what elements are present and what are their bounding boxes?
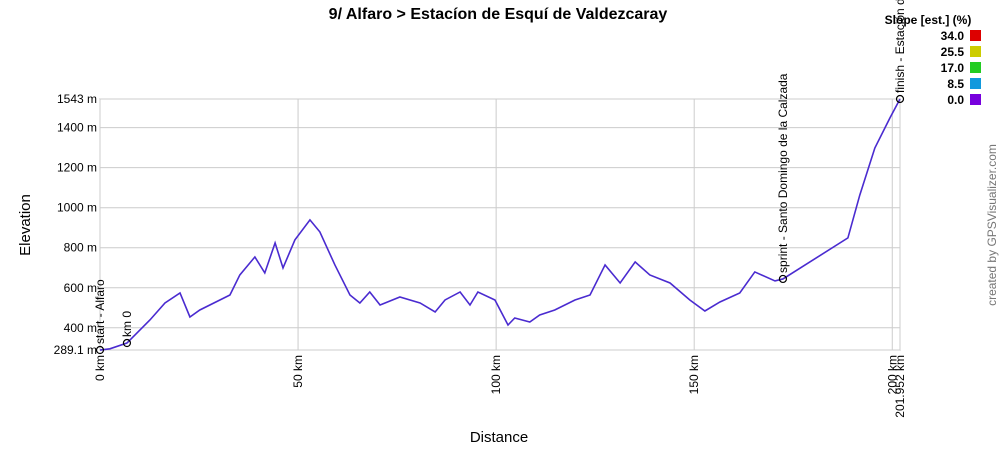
- x-tick-label: 200 km: [885, 355, 899, 394]
- y-tick-label: 800 m: [64, 241, 97, 255]
- legend-swatch: [970, 62, 981, 73]
- chart-title: 9/ Alfaro > Estacíon de Esquí de Valdezc…: [329, 6, 668, 23]
- y-tick-label: 600 m: [64, 281, 97, 295]
- x-tick-label: 100 km: [489, 355, 503, 394]
- legend-swatch: [970, 46, 981, 57]
- legend-swatch: [970, 78, 981, 89]
- waypoint-label: sprint - Santo Domingo de la Calzada: [776, 73, 790, 273]
- legend-swatch: [970, 94, 981, 105]
- elevation-line: [99, 98, 901, 351]
- legend-label: 8.5: [947, 77, 964, 91]
- waypoint-label: km 0: [120, 311, 134, 337]
- waypoint-label: finish - Estación de Esquí de Valdezcara…: [893, 0, 907, 93]
- waypoint: [778, 274, 788, 284]
- y-tick-label: 289.1 m: [54, 343, 97, 357]
- y-tick-label: 1543 m: [57, 92, 97, 106]
- legend-title: Slope [est.] (%): [885, 13, 972, 27]
- x-tick-label: 201.952 km: [893, 355, 907, 418]
- x-tick-label: 150 km: [687, 355, 701, 394]
- legend-label: 17.0: [941, 61, 965, 75]
- legend-label: 0.0: [947, 93, 964, 107]
- y-tick-label: 1200 m: [57, 161, 97, 175]
- waypoint: [895, 94, 905, 104]
- y-axis-label: Elevation: [17, 194, 34, 256]
- legend-swatch: [970, 30, 981, 41]
- waypoint: [95, 345, 105, 355]
- x-tick-label: 50 km: [291, 355, 305, 388]
- x-axis-label: Distance: [470, 429, 528, 446]
- legend-label: 34.0: [941, 29, 965, 43]
- y-tick-label: 1000 m: [57, 201, 97, 215]
- x-tick-label: 0 km: [93, 355, 107, 381]
- waypoint: [122, 338, 132, 348]
- y-tick-label: 400 m: [64, 321, 97, 335]
- waypoint-label: start - Alfaro: [93, 279, 107, 344]
- legend-label: 25.5: [941, 45, 965, 59]
- credit: created by GPSVisualizer.com: [985, 144, 999, 306]
- y-tick-label: 1400 m: [57, 121, 97, 135]
